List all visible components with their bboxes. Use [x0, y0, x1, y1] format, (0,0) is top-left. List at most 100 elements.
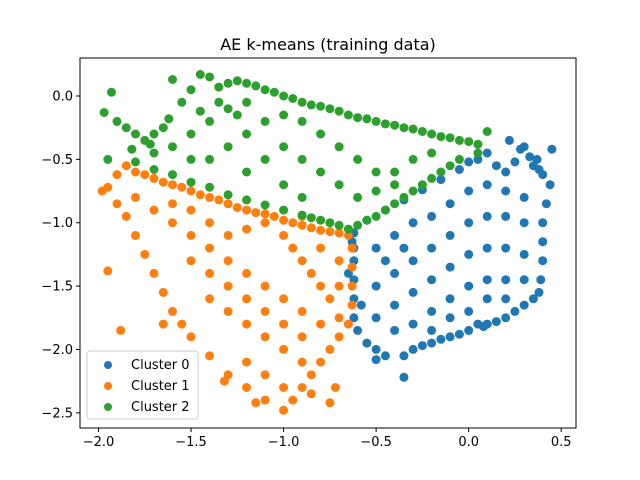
- data-point: [538, 237, 548, 247]
- series-cluster-2: [99, 70, 492, 234]
- data-point: [343, 110, 353, 120]
- data-point: [408, 344, 418, 354]
- data-point: [158, 123, 168, 133]
- data-point: [464, 137, 474, 147]
- data-point: [408, 319, 418, 329]
- data-point: [103, 182, 113, 192]
- data-point: [445, 230, 455, 240]
- data-point: [399, 123, 409, 133]
- data-point: [223, 306, 233, 316]
- data-point: [149, 268, 159, 278]
- data-point: [362, 338, 372, 348]
- data-point: [417, 127, 427, 136]
- data-point: [356, 300, 366, 310]
- data-point: [408, 124, 418, 134]
- y-tick-label: −2.5: [41, 406, 73, 421]
- data-point: [501, 211, 511, 221]
- data-point: [473, 139, 483, 149]
- data-point: [260, 281, 270, 291]
- data-point: [279, 180, 289, 190]
- data-point: [306, 223, 316, 233]
- data-point: [347, 300, 357, 310]
- data-point: [306, 268, 316, 278]
- data-point: [516, 144, 525, 154]
- plot-frame: [79, 57, 577, 429]
- data-point: [445, 199, 455, 209]
- data-point: [195, 106, 205, 116]
- data-point: [186, 186, 196, 196]
- y-tick-label: −2.0: [41, 343, 73, 358]
- data-point: [390, 180, 400, 190]
- data-point: [306, 213, 316, 223]
- data-point: [99, 108, 109, 117]
- data-point: [343, 319, 353, 329]
- data-point: [445, 332, 455, 342]
- data-point: [242, 224, 252, 234]
- y-tick-label: 0.0: [52, 90, 73, 105]
- data-point: [242, 357, 252, 367]
- chart-title: AE k-means (training data): [220, 35, 436, 54]
- data-point: [288, 395, 298, 405]
- data-point: [112, 116, 122, 126]
- data-point: [325, 227, 335, 237]
- data-point: [149, 165, 159, 174]
- data-point: [349, 313, 359, 323]
- data-point: [473, 148, 483, 158]
- data-point: [547, 144, 557, 154]
- data-point: [260, 306, 270, 316]
- data-point: [427, 148, 437, 158]
- data-point: [168, 75, 177, 84]
- data-point: [445, 161, 455, 171]
- data-point: [504, 135, 514, 145]
- data-point: [371, 186, 381, 196]
- data-point: [121, 161, 131, 171]
- data-point: [223, 190, 233, 200]
- data-point: [232, 203, 242, 212]
- data-point: [538, 256, 548, 266]
- data-point: [260, 332, 270, 342]
- data-point: [251, 208, 261, 218]
- data-point: [279, 294, 289, 304]
- data-point: [177, 319, 187, 329]
- data-point: [214, 97, 224, 107]
- data-point: [541, 199, 551, 209]
- data-point: [279, 142, 289, 152]
- data-point: [103, 266, 113, 276]
- data-point: [205, 72, 215, 82]
- data-point: [140, 249, 150, 259]
- y-tick-label: −0.5: [41, 153, 73, 168]
- data-point: [131, 167, 140, 177]
- data-point: [371, 243, 381, 253]
- data-point: [325, 218, 335, 228]
- data-point: [205, 154, 215, 164]
- data-point: [260, 200, 270, 210]
- data-point: [528, 294, 538, 304]
- data-point: [330, 383, 340, 392]
- data-point: [140, 170, 150, 180]
- data-point: [371, 281, 381, 291]
- x-tick-label: −0.5: [360, 435, 392, 450]
- data-point: [427, 243, 437, 253]
- data-point: [145, 139, 155, 149]
- data-point: [242, 167, 252, 177]
- data-point: [316, 357, 326, 367]
- data-point: [306, 100, 316, 110]
- data-point: [297, 306, 307, 316]
- data-point: [353, 192, 363, 202]
- data-point: [371, 116, 381, 126]
- data-point: [297, 210, 307, 220]
- data-point: [131, 129, 140, 139]
- data-point: [279, 405, 289, 415]
- data-point: [131, 230, 140, 240]
- data-point: [417, 341, 427, 351]
- data-point: [445, 313, 455, 323]
- data-point: [353, 220, 363, 230]
- data-point: [353, 154, 363, 164]
- data-point: [242, 268, 252, 278]
- data-point: [260, 395, 270, 405]
- data-point: [260, 85, 270, 95]
- data-point: [279, 215, 289, 225]
- data-point: [297, 97, 307, 107]
- data-point: [510, 306, 520, 316]
- data-point: [362, 215, 372, 225]
